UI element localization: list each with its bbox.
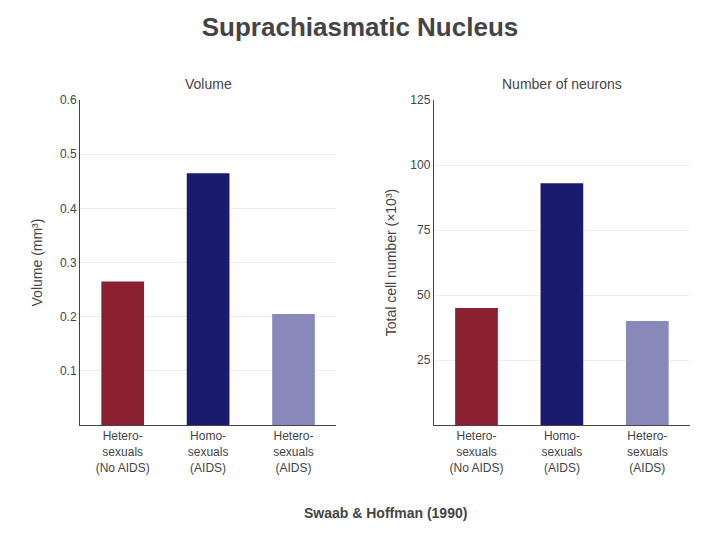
svg-text:Hetero-sexuals(AIDS): Hetero-sexuals(AIDS) [273,429,314,474]
svg-text:0.5: 0.5 [60,147,77,161]
svg-text:0.4: 0.4 [60,202,77,216]
svg-text:Hetero-sexuals(AIDS): Hetero-sexuals(AIDS) [627,429,668,474]
svg-text:Volume: Volume [185,76,232,92]
svg-text:125: 125 [410,93,430,107]
svg-text:0.2: 0.2 [60,310,77,324]
svg-text:100: 100 [410,158,430,172]
svg-text:Hetero-sexuals(No AIDS): Hetero-sexuals(No AIDS) [449,429,503,474]
svg-text:Swaab & Hoffman (1990): Swaab & Hoffman (1990) [304,505,467,521]
svg-text:75: 75 [417,223,431,237]
svg-text:0.1: 0.1 [60,364,77,378]
svg-text:50: 50 [417,288,431,302]
svg-text:25: 25 [417,353,431,367]
svg-text:0.6: 0.6 [60,93,77,107]
svg-text:0.3: 0.3 [60,256,77,270]
svg-text:Volume (mm³): Volume (mm³) [29,219,45,307]
svg-text:Total cell number (×10³): Total cell number (×10³) [383,189,399,336]
svg-text:Hetero-sexuals(No AIDS): Hetero-sexuals(No AIDS) [96,429,150,474]
svg-text:Number of neurons: Number of neurons [502,76,622,92]
svg-text:Suprachiasmatic Nucleus: Suprachiasmatic Nucleus [202,12,518,42]
svg-text:Homo-sexuals(AIDS): Homo-sexuals(AIDS) [542,429,583,474]
svg-text:Homo-sexuals(AIDS): Homo-sexuals(AIDS) [188,429,229,474]
